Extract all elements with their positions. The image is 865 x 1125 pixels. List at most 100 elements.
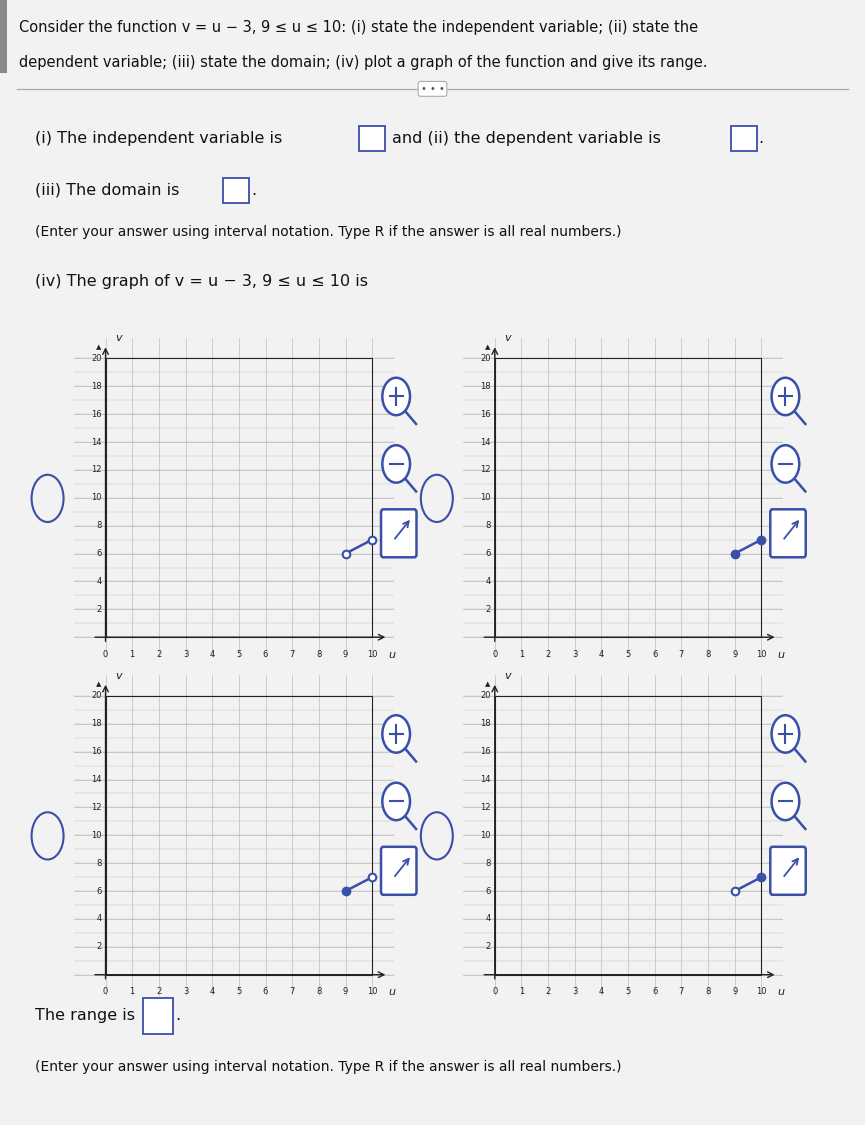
Text: 8: 8 [485, 858, 490, 867]
Text: ▲: ▲ [485, 682, 490, 687]
Text: 2: 2 [157, 988, 162, 997]
Text: 18: 18 [480, 381, 490, 390]
Text: 5: 5 [625, 650, 631, 659]
Text: 6: 6 [263, 650, 268, 659]
FancyBboxPatch shape [381, 510, 417, 557]
Text: 18: 18 [91, 381, 101, 390]
Text: .: . [759, 130, 764, 145]
Text: 3: 3 [183, 988, 189, 997]
Text: 14: 14 [480, 775, 490, 784]
Text: 10: 10 [91, 493, 101, 502]
Text: 2: 2 [546, 988, 551, 997]
Text: 2: 2 [96, 605, 101, 614]
Text: (Enter your answer using interval notation. Type R if the answer is all real num: (Enter your answer using interval notati… [35, 225, 621, 238]
Text: (iv) The graph of v = u − 3, 9 ≤ u ≤ 10 is: (iv) The graph of v = u − 3, 9 ≤ u ≤ 10 … [35, 274, 368, 289]
Text: 10: 10 [480, 830, 490, 839]
Text: 1: 1 [130, 988, 135, 997]
Text: 4: 4 [96, 915, 101, 924]
Text: 8: 8 [706, 650, 711, 659]
Circle shape [382, 378, 410, 415]
Text: 6: 6 [652, 650, 657, 659]
Text: 9: 9 [732, 650, 738, 659]
Text: 0: 0 [492, 650, 497, 659]
Text: 18: 18 [480, 719, 490, 728]
Text: ▲: ▲ [96, 344, 101, 350]
Circle shape [772, 783, 799, 820]
Text: v: v [504, 670, 510, 681]
Text: 9: 9 [732, 988, 738, 997]
Circle shape [382, 783, 410, 820]
Circle shape [772, 716, 799, 753]
Text: 2: 2 [96, 943, 101, 952]
Circle shape [382, 716, 410, 753]
Text: 16: 16 [91, 410, 101, 418]
Text: 6: 6 [96, 886, 101, 896]
Text: 16: 16 [480, 747, 490, 756]
Text: 1: 1 [519, 650, 524, 659]
Text: 7: 7 [290, 988, 295, 997]
Text: 16: 16 [91, 747, 101, 756]
Text: (Enter your answer using interval notation. Type R if the answer is all real num: (Enter your answer using interval notati… [35, 1060, 621, 1073]
Text: 8: 8 [96, 521, 101, 530]
Text: 4: 4 [485, 915, 490, 924]
Text: 3: 3 [572, 650, 578, 659]
Text: 3: 3 [572, 988, 578, 997]
Text: 7: 7 [679, 988, 684, 997]
Text: 4: 4 [599, 650, 604, 659]
Text: 0: 0 [492, 988, 497, 997]
FancyBboxPatch shape [771, 510, 806, 557]
Bar [106, 696, 372, 974]
FancyBboxPatch shape [359, 126, 385, 151]
Text: 8: 8 [706, 988, 711, 997]
Text: 20: 20 [91, 692, 101, 701]
Text: Consider the function v = u − 3, 9 ≤ u ≤ 10: (i) state the independent variable;: Consider the function v = u − 3, 9 ≤ u ≤… [19, 20, 698, 36]
Text: 8: 8 [317, 650, 322, 659]
Text: 10: 10 [480, 493, 490, 502]
Bar [495, 359, 761, 637]
Text: .: . [176, 1008, 181, 1024]
Bar [106, 359, 372, 637]
FancyBboxPatch shape [381, 847, 417, 894]
Text: 2: 2 [485, 943, 490, 952]
Text: 14: 14 [480, 438, 490, 447]
Text: 6: 6 [96, 549, 101, 558]
Text: ▲: ▲ [96, 682, 101, 687]
Text: (iii) The domain is: (iii) The domain is [35, 182, 179, 198]
Text: 8: 8 [485, 521, 490, 530]
Text: The range is: The range is [35, 1008, 135, 1024]
Text: ▲: ▲ [485, 344, 490, 350]
Text: 7: 7 [290, 650, 295, 659]
Text: 2: 2 [546, 650, 551, 659]
Text: 10: 10 [367, 988, 377, 997]
Text: 12: 12 [480, 466, 490, 475]
Text: 5: 5 [236, 650, 241, 659]
Text: 4: 4 [599, 988, 604, 997]
Text: u: u [388, 988, 395, 997]
Text: 4: 4 [96, 577, 101, 586]
FancyBboxPatch shape [731, 126, 757, 151]
Circle shape [772, 446, 799, 483]
Circle shape [772, 378, 799, 415]
FancyBboxPatch shape [143, 998, 173, 1034]
Text: 5: 5 [236, 988, 241, 997]
Text: 3: 3 [183, 650, 189, 659]
Text: 14: 14 [91, 775, 101, 784]
Text: 14: 14 [91, 438, 101, 447]
Text: 2: 2 [485, 605, 490, 614]
Text: 0: 0 [103, 988, 108, 997]
Text: • • •: • • • [420, 84, 445, 93]
Text: 20: 20 [480, 692, 490, 701]
Circle shape [382, 446, 410, 483]
Text: 8: 8 [317, 988, 322, 997]
Text: 20: 20 [91, 354, 101, 363]
Text: u: u [388, 650, 395, 659]
Text: 18: 18 [91, 719, 101, 728]
Text: dependent variable; (iii) state the domain; (iv) plot a graph of the function an: dependent variable; (iii) state the doma… [19, 55, 708, 70]
Text: u: u [777, 650, 785, 659]
Text: 20: 20 [480, 354, 490, 363]
Text: 2: 2 [157, 650, 162, 659]
Text: 9: 9 [343, 650, 349, 659]
Text: 10: 10 [91, 830, 101, 839]
Text: v: v [115, 333, 121, 343]
Bar [0, 0, 7, 73]
